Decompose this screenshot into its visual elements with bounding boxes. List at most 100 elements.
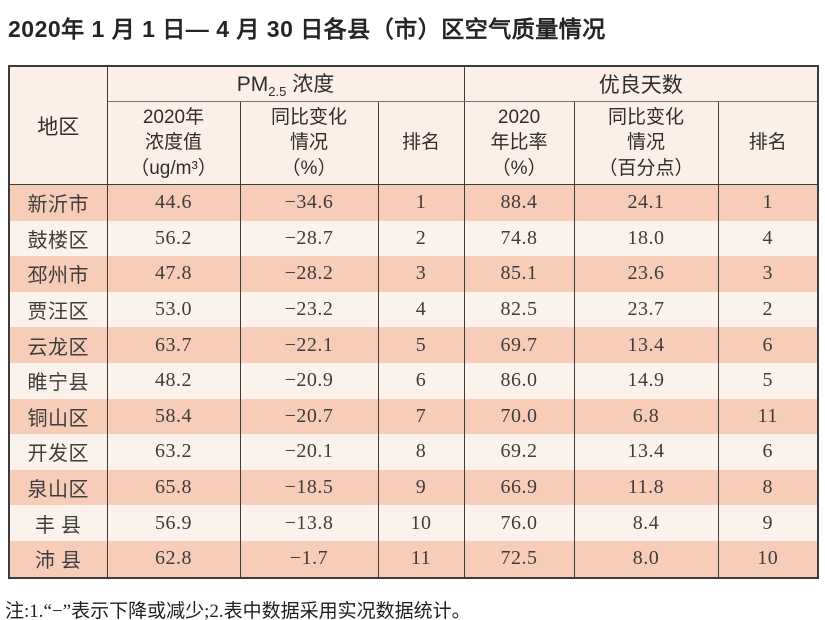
- cell-good-change: 13.4: [573, 327, 719, 363]
- cell-good-change: 8.4: [573, 505, 719, 541]
- cell-pm-rank: 6: [377, 362, 465, 399]
- header-good-change: 同比变化 情况 （百分点）: [573, 101, 719, 185]
- cell-good-change: 23.7: [573, 291, 719, 328]
- cell-pm-value: 62.8: [106, 540, 241, 578]
- table-row: 丰 县 56.9 −13.8 10 76.0 8.4 9: [8, 505, 819, 541]
- cell-good-rank: 6: [717, 327, 819, 363]
- header-pm25-group: PM2.5 浓度: [106, 66, 465, 102]
- table-row: 鼓楼区 56.2 −28.7 2 74.8 18.0 4: [8, 220, 819, 257]
- cell-pm-rank: 5: [377, 327, 465, 363]
- cell-pm-value: 44.6: [106, 184, 241, 221]
- table-row: 新沂市 44.6 −34.6 1 88.4 24.1 1: [8, 184, 819, 221]
- cell-good-rank: 4: [717, 220, 819, 257]
- cell-region: 泉山区: [8, 469, 108, 506]
- cell-pm-value: 56.2: [106, 220, 241, 257]
- cell-pm-change: −34.6: [239, 184, 379, 221]
- header-group-row: 地区 PM2.5 浓度 优良天数: [8, 66, 819, 185]
- cell-region: 沛 县: [8, 540, 108, 578]
- page-title: 2020年 1 月 1 日— 4 月 30 日各县（市）区空气质量情况: [8, 16, 606, 42]
- table-row: 铜山区 58.4 −20.7 7 70.0 6.8 11: [8, 398, 819, 435]
- cell-good-rank: 6: [717, 434, 819, 470]
- cell-pm-change: −20.7: [239, 398, 379, 435]
- cell-good-change: 13.4: [573, 434, 719, 470]
- cell-region: 云龙区: [8, 327, 108, 363]
- table-row: 开发区 63.2 −20.1 8 69.2 13.4 6: [8, 434, 819, 470]
- pm25-label-suffix: 浓度: [286, 73, 335, 97]
- cell-pm-rank: 10: [377, 505, 465, 541]
- cell-pm-value: 58.4: [106, 398, 241, 435]
- cell-pm-value: 48.2: [106, 362, 241, 399]
- cell-good-ratio: 74.8: [463, 220, 575, 257]
- pm25-subscript: 2.5: [268, 84, 287, 100]
- table-row: 贾汪区 53.0 −23.2 4 82.5 23.7 2: [8, 291, 819, 328]
- cell-pm-value: 56.9: [106, 505, 241, 541]
- cell-pm-change: −1.7: [239, 540, 379, 578]
- cell-pm-rank: 3: [377, 256, 465, 292]
- cell-region: 开发区: [8, 434, 108, 470]
- cell-pm-value: 63.2: [106, 434, 241, 470]
- cell-pm-change: −20.1: [239, 434, 379, 470]
- cell-region: 邳州市: [8, 256, 108, 292]
- cell-pm-rank: 2: [377, 220, 465, 257]
- cell-good-change: 11.8: [573, 469, 719, 506]
- cell-pm-change: −18.5: [239, 469, 379, 506]
- cell-pm-change: −13.8: [239, 505, 379, 541]
- header-pm-value: 2020年 浓度值 （ug/m³）: [106, 101, 241, 185]
- cell-pm-change: −22.1: [239, 327, 379, 363]
- cell-good-change: 18.0: [573, 220, 719, 257]
- cell-good-change: 14.9: [573, 362, 719, 399]
- cell-good-rank: 9: [717, 505, 819, 541]
- table-body: 新沂市 44.6 −34.6 1 88.4 24.1 1 鼓楼区 56.2 −28.7 2 74.8 1…: [8, 184, 819, 578]
- footnote: 注:1.“−”表示下降或减少;2.表中数据采用实况数据统计。: [5, 600, 471, 620]
- cell-region: 鼓楼区: [8, 220, 108, 257]
- cell-good-ratio: 66.9: [463, 469, 575, 506]
- cell-pm-rank: 7: [377, 398, 465, 435]
- pm25-label-prefix: PM: [236, 73, 269, 97]
- cell-good-rank: 2: [717, 291, 819, 328]
- cell-good-ratio: 70.0: [463, 398, 575, 435]
- cell-good-rank: 3: [717, 256, 819, 292]
- cell-good-rank: 8: [717, 469, 819, 506]
- header-sub-row: 2020年 浓度值 （ug/m³） 同比变化 情况 （%） 排名 2020 年比…: [9, 101, 819, 185]
- cell-pm-rank: 1: [377, 184, 465, 221]
- cell-region: 丰 县: [8, 505, 108, 541]
- cell-good-ratio: 69.7: [463, 327, 575, 363]
- header-pm-change: 同比变化 情况 （%）: [239, 101, 379, 185]
- cell-good-ratio: 82.5: [463, 291, 575, 328]
- cell-good-ratio: 72.5: [463, 540, 575, 578]
- cell-good-rank: 1: [717, 184, 819, 221]
- cell-good-change: 8.0: [573, 540, 719, 578]
- cell-good-rank: 10: [717, 540, 819, 578]
- header-good-days-group: 优良天数: [463, 66, 819, 102]
- header-region: 地区: [8, 66, 108, 185]
- cell-pm-rank: 11: [377, 540, 465, 578]
- table-header: 地区 PM2.5 浓度 优良天数 2020年 浓度值 （ug/m³） 同比变化 …: [8, 66, 819, 185]
- cell-pm-change: −28.7: [239, 220, 379, 257]
- cell-good-ratio: 85.1: [463, 256, 575, 292]
- table-row: 云龙区 63.7 −22.1 5 69.7 13.4 6: [8, 327, 819, 363]
- cell-pm-value: 65.8: [106, 469, 241, 506]
- table-row: 泉山区 65.8 −18.5 9 66.9 11.8 8: [8, 469, 819, 506]
- cell-region: 新沂市: [8, 184, 108, 221]
- cell-good-ratio: 69.2: [463, 434, 575, 470]
- table-row: 睢宁县 48.2 −20.9 6 86.0 14.9 5: [8, 362, 819, 399]
- cell-pm-value: 53.0: [106, 291, 241, 328]
- cell-pm-change: −23.2: [239, 291, 379, 328]
- header-pm-rank: 排名: [377, 101, 465, 185]
- header-good-rank: 排名: [717, 101, 819, 185]
- cell-good-ratio: 76.0: [463, 505, 575, 541]
- cell-good-rank: 5: [717, 362, 819, 399]
- cell-good-change: 24.1: [573, 184, 719, 221]
- cell-pm-value: 63.7: [106, 327, 241, 363]
- cell-region: 睢宁县: [8, 362, 108, 399]
- table-row: 沛 县 62.8 −1.7 11 72.5 8.0 10: [8, 540, 819, 578]
- cell-pm-rank: 8: [377, 434, 465, 470]
- header-good-ratio: 2020 年比率 （%）: [463, 101, 575, 185]
- cell-good-change: 6.8: [573, 398, 719, 435]
- table-row: 邳州市 47.8 −28.2 3 85.1 23.6 3: [8, 256, 819, 292]
- cell-region: 贾汪区: [8, 291, 108, 328]
- cell-pm-change: −28.2: [239, 256, 379, 292]
- cell-good-change: 23.6: [573, 256, 719, 292]
- cell-good-rank: 11: [717, 398, 819, 435]
